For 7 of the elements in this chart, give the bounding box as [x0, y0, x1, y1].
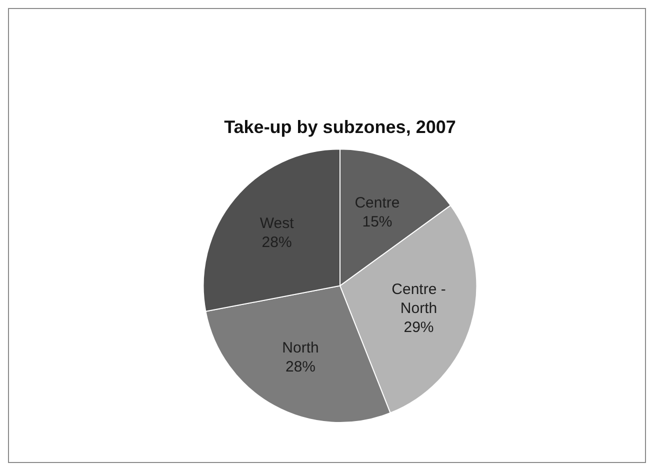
slice-label: North [282, 339, 319, 356]
data-label: 29% [404, 318, 434, 336]
slice-label: Centre [354, 194, 400, 212]
data-label: 15% [362, 213, 392, 230]
chart-title: Take-up by subzones, 2007 [224, 116, 456, 137]
data-label: 28% [285, 358, 316, 376]
slice-label: Centre - North [392, 280, 446, 317]
